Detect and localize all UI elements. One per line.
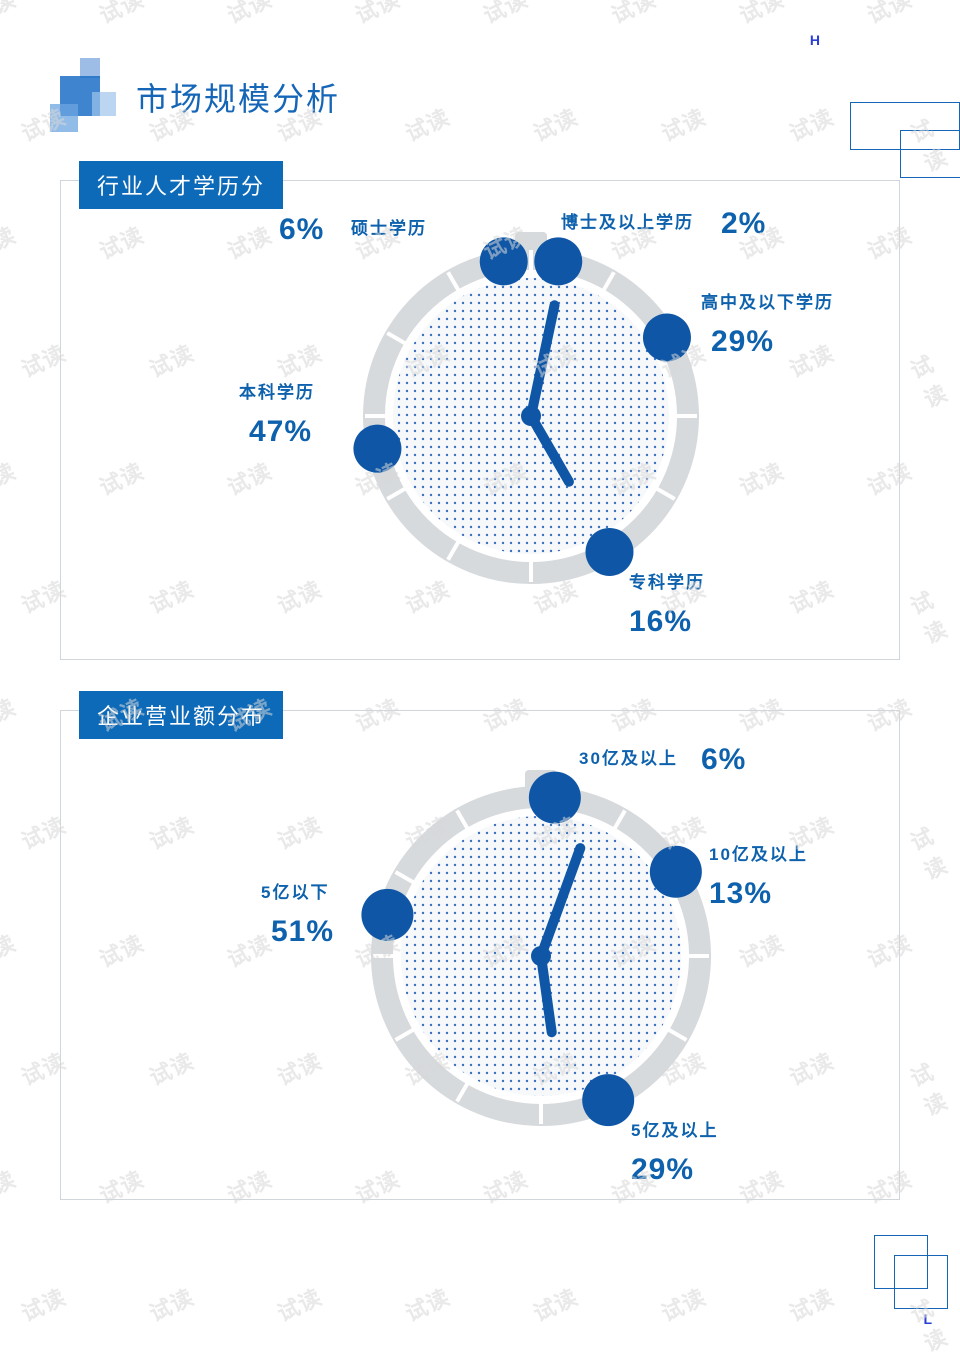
- watermark-text: 试读: [783, 1280, 838, 1328]
- watermark-text: 试读: [905, 574, 960, 651]
- watermark-text: 试读: [15, 1280, 70, 1328]
- clock-item-label: 专科学历: [629, 572, 705, 592]
- clock-item-label: 硕士学历: [351, 218, 427, 238]
- clock-item-label: 本科学历: [239, 382, 315, 402]
- clock-item-value: 6%: [279, 213, 324, 246]
- corner-letter-bottom: L: [923, 1311, 932, 1327]
- clock-item-value: 16%: [629, 605, 692, 638]
- clock-marker: [643, 314, 691, 362]
- clock-chart-revenue: 30亿及以上 6% 10亿及以上 13% 5亿及以上 29% 5亿以下 51%: [61, 711, 901, 1201]
- clock-item-value: 29%: [631, 1153, 694, 1186]
- clock-marker: [480, 237, 528, 285]
- clock-item-label: 5亿以下: [261, 882, 329, 902]
- clock-item-value: 6%: [701, 743, 746, 776]
- page-title-block: 市场规模分析: [50, 58, 340, 136]
- watermark-text: 试读: [349, 0, 404, 30]
- clock-item-value: 13%: [709, 877, 772, 910]
- watermark-text: 试读: [905, 1046, 960, 1123]
- watermark-text: 试读: [783, 100, 838, 148]
- watermark-text: 试读: [0, 926, 21, 974]
- clock-marker: [353, 425, 401, 473]
- clock-marker: [534, 237, 582, 285]
- panel-revenue: 企业营业额分布30亿及以上6%10亿及以上13%5亿及以上29%5亿以下51%: [60, 710, 900, 1200]
- clock-item-label: 5亿及以上: [631, 1120, 718, 1140]
- watermark-text: 试读: [861, 0, 916, 30]
- watermark-text: 试读: [221, 0, 276, 30]
- watermark-text: 试读: [527, 100, 582, 148]
- watermark-text: 试读: [399, 1280, 454, 1328]
- page-title: 市场规模分析: [136, 74, 340, 120]
- watermark-text: 试读: [655, 100, 710, 148]
- watermark-text: 试读: [399, 100, 454, 148]
- corner-letter-top: H: [810, 32, 820, 48]
- clock-marker: [650, 846, 702, 898]
- clock-marker: [529, 772, 581, 824]
- clock-item-label: 高中及以下学历: [701, 292, 834, 312]
- clock-item-value: 29%: [711, 325, 774, 358]
- clock-item-value: 2%: [721, 207, 766, 240]
- clock-item-label: 10亿及以上: [709, 844, 808, 864]
- clock-item-value: 51%: [271, 915, 334, 948]
- watermark-text: 试读: [0, 1162, 21, 1210]
- clock-item-label: 博士及以上学历: [561, 212, 694, 232]
- clock-marker: [361, 889, 413, 941]
- clock-marker: [586, 528, 634, 576]
- watermark-text: 试读: [905, 810, 960, 887]
- watermark-text: 试读: [605, 0, 660, 30]
- panel-education: 行业人才学历分博士及以上学历2%硕士学历6%高中及以下学历29%专科学历16%本…: [60, 180, 900, 660]
- watermark-text: 试读: [271, 1280, 326, 1328]
- watermark-text: 试读: [477, 0, 532, 30]
- watermark-text: 试读: [905, 338, 960, 415]
- watermark-text: 试读: [733, 0, 788, 30]
- watermark-text: 试读: [0, 218, 21, 266]
- watermark-text: 试读: [93, 0, 148, 30]
- clock-item-value: 47%: [249, 415, 312, 448]
- watermark-text: 试读: [655, 1280, 710, 1328]
- clock-item-label: 30亿及以上: [579, 748, 678, 768]
- clock-marker: [582, 1074, 634, 1126]
- watermark-text: 试读: [0, 454, 21, 502]
- watermark-text: 试读: [0, 0, 21, 30]
- title-decor-icon: [50, 58, 128, 136]
- watermark-text: 试读: [143, 1280, 198, 1328]
- clock-chart-education: 博士及以上学历 2% 硕士学历 6% 高中及以下学历 29% 专科学历 16% 本科学历 47%: [61, 181, 901, 661]
- watermark-text: 试读: [527, 1280, 582, 1328]
- watermark-text: 试读: [0, 690, 21, 738]
